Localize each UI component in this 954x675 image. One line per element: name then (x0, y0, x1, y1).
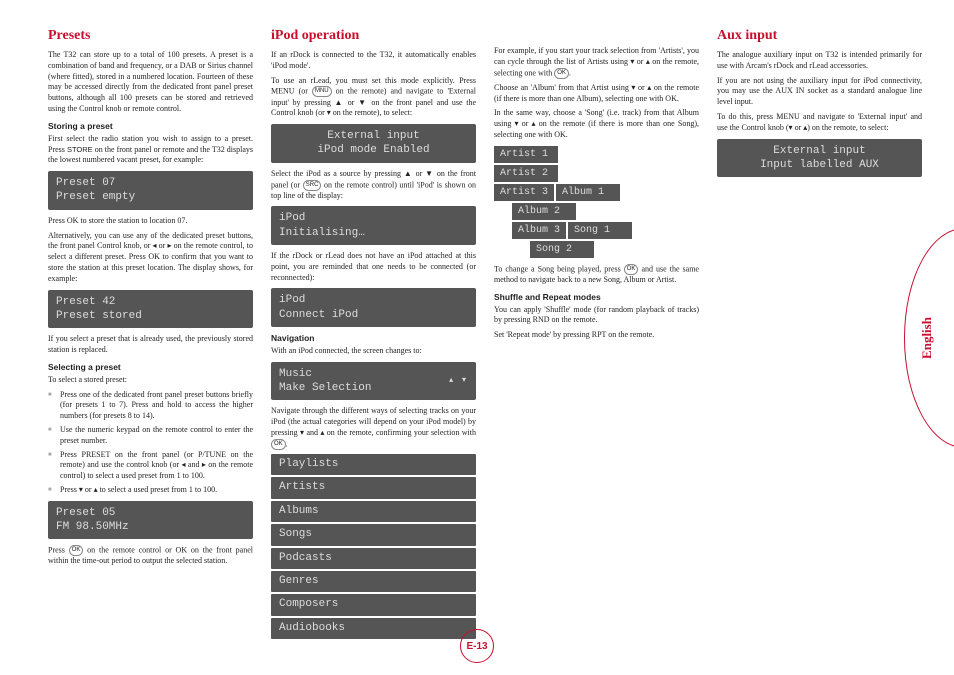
p: To do this, press MENU and navigate to '… (717, 112, 922, 134)
ipod-category: Composers (271, 594, 476, 615)
lcd-line: Input labelled AUX (725, 158, 914, 172)
p: In the same way, choose a 'Song' (i.e. t… (494, 108, 699, 140)
nested-cell: Artist 2 (494, 165, 558, 182)
lcd-line: Music (279, 367, 371, 381)
ok-icon: OK (271, 439, 286, 450)
lcd-line: iPod (279, 211, 468, 225)
t: . (569, 68, 571, 77)
t: For example, if you start your track sel… (494, 46, 699, 77)
p: If you are not using the auxiliary input… (717, 76, 922, 108)
col-aux: Aux input The analogue auxiliary input o… (717, 28, 922, 641)
h-nav: Navigation (271, 333, 476, 343)
lcd-line: iPod mode Enabled (279, 143, 468, 157)
src-icon: SRC (303, 180, 322, 191)
li: Use the numeric keypad on the remote con… (60, 425, 253, 447)
li: Press ▾ or ▴ to select a used preset fro… (60, 485, 253, 496)
lcd-line: FM 98.50MHz (56, 520, 245, 534)
p: The analogue auxiliary input on T32 is i… (717, 50, 922, 72)
nested-cell: Album 2 (512, 203, 576, 220)
t: To change a Song being played, press (494, 264, 624, 273)
p: You can apply 'Shuffle' mode (for random… (494, 305, 699, 327)
ipod-cat-list: PlaylistsArtists AlbumsSongs PodcastsGenre… (271, 454, 476, 639)
lcd-preset42: Preset 42 Preset stored (48, 290, 253, 329)
nested-cell: Album 3 (512, 222, 566, 239)
lcd-line: External input (725, 144, 914, 158)
col-ipod2: For example, if you start your track sel… (494, 28, 699, 641)
nested-cell: Album 1 (556, 184, 620, 201)
p: To select a stored preset: (48, 375, 253, 386)
lcd-line: Initialising… (279, 226, 468, 240)
h-selecting: Selecting a preset (48, 362, 253, 372)
li: Press PRESET on the front panel (or P/TU… (60, 450, 253, 482)
ipod-category: Audiobooks (271, 618, 476, 639)
lcd-preset05: Preset 05 FM 98.50MHz (48, 501, 253, 540)
lcd-line: iPod (279, 293, 468, 307)
lcd-line: External input (279, 129, 468, 143)
nested-cell: Artist 1 (494, 146, 558, 163)
lcd-line: Preset empty (56, 190, 245, 204)
lcd-aux: External input Input labelled AUX (717, 139, 922, 178)
p: Press OK to store the station to locatio… (48, 216, 253, 227)
h-presets: Presets (48, 28, 253, 44)
p: Alternatively, you can use any of the de… (48, 231, 253, 285)
nested-cell: Song 2 (530, 241, 594, 258)
p: If an rDock is connected to the T32, it … (271, 50, 476, 72)
li: Press one of the dedicated front panel p… (60, 390, 253, 422)
ipod-category: Playlists (271, 454, 476, 475)
lcd-ext-ipod: External input iPod mode Enabled (271, 124, 476, 163)
lcd-init: iPod Initialising… (271, 206, 476, 245)
updown-icon: ▴ ▾ (449, 376, 468, 386)
p: Set 'Repeat mode' by pressing RPT on the… (494, 330, 699, 341)
page: Presets The T32 can store up to a total … (0, 0, 954, 641)
p: Select the iPod as a source by pressing … (271, 169, 476, 202)
lcd-line: Make Selection (279, 381, 371, 395)
ipod-category: Podcasts (271, 548, 476, 569)
lcd-line: Preset stored (56, 309, 245, 323)
h-storing: Storing a preset (48, 121, 253, 131)
t: . (286, 439, 288, 448)
ipod-category: Artists (271, 477, 476, 498)
page-number: E-13 (460, 629, 494, 663)
nested-lcd: Artist 1 Artist 2 Artist 3Album 1 Album 2 Al… (494, 146, 699, 258)
p: Choose an 'Album' from that Artist using… (494, 83, 699, 105)
lcd-col: Music Make Selection (279, 367, 371, 396)
ipod-category: Genres (271, 571, 476, 592)
ok-icon: OK (554, 68, 569, 79)
p: Navigate through the different ways of s… (271, 406, 476, 450)
p: The T32 can store up to a total of 100 p… (48, 50, 253, 115)
lcd-line: Connect iPod (279, 308, 468, 322)
nested-cell: Artist 3 (494, 184, 554, 201)
preset-list: Press one of the dedicated front panel p… (48, 390, 253, 496)
lcd-music: Music Make Selection ▴ ▾ (271, 362, 476, 401)
lcd-preset07: Preset 07 Preset empty (48, 171, 253, 210)
language-tab: English (919, 317, 935, 359)
p: If the rDock or rLead does not have an i… (271, 251, 476, 283)
p: If you select a preset that is already u… (48, 334, 253, 356)
p: With an iPod connected, the screen chang… (271, 346, 476, 357)
ipod-category: Songs (271, 524, 476, 545)
t: Navigate through the different ways of s… (271, 406, 476, 437)
p: First select the radio station you wish … (48, 134, 253, 166)
lcd-connect: iPod Connect iPod (271, 288, 476, 327)
lcd-line: Preset 05 (56, 506, 245, 520)
ipod-category: Albums (271, 501, 476, 522)
p: For example, if you start your track sel… (494, 46, 699, 79)
h-aux: Aux input (717, 28, 922, 44)
lcd-line: Preset 42 (56, 295, 245, 309)
h-ipod: iPod operation (271, 28, 476, 44)
col-ipod: iPod operation If an rDock is connected … (271, 28, 476, 641)
ok-icon: OK (624, 264, 639, 275)
p: To use an rLead, you must set this mode … (271, 76, 476, 120)
ok-icon: OK (69, 545, 84, 556)
p: To change a Song being played, press OK … (494, 264, 699, 286)
caps: STORE (67, 145, 93, 154)
menu-icon: MNU (312, 86, 332, 97)
nested-cell: Song 1 (568, 222, 632, 239)
col-presets: Presets The T32 can store up to a total … (48, 28, 253, 641)
lcd-line: Preset 07 (56, 176, 245, 190)
t: Press (48, 546, 69, 555)
p: Press OK on the remote control or OK on … (48, 545, 253, 567)
h-shuffle: Shuffle and Repeat modes (494, 292, 699, 302)
